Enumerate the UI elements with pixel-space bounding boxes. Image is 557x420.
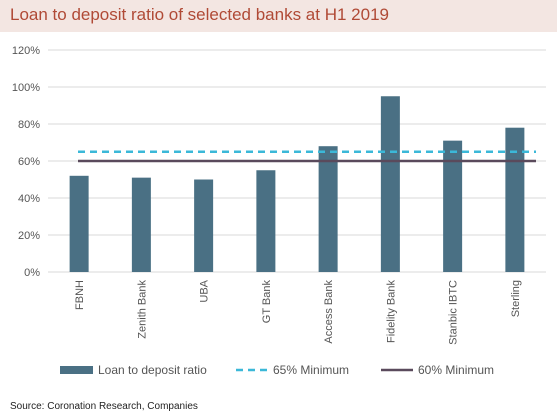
- bar-zenith-bank: [131, 177, 151, 272]
- x-tick-label: UBA: [199, 279, 211, 302]
- x-tick-label: Access Bank: [323, 280, 335, 344]
- x-tick-label: Stanbic IBTC: [448, 280, 460, 345]
- legend-label: 60% Minimum: [418, 363, 494, 377]
- y-tick-label: 40%: [18, 193, 40, 205]
- y-tick-label: 100%: [12, 82, 40, 94]
- chart-title: Loan to deposit ratio of selected banks …: [10, 5, 389, 24]
- y-tick-label: 120%: [12, 45, 40, 57]
- bar-gt-bank: [256, 170, 276, 272]
- bar-stanbic-ibtc: [443, 140, 463, 272]
- x-tick-label: Fidelity Bank: [385, 280, 397, 343]
- y-tick-label: 80%: [18, 119, 40, 131]
- title-band: Loan to deposit ratio of selected banks …: [0, 0, 557, 32]
- x-tick-label: Sterling: [510, 280, 522, 317]
- bar-access-bank: [318, 146, 338, 272]
- legend-label: 65% Minimum: [273, 363, 349, 377]
- x-tick-label: Zenith Bank: [136, 280, 148, 339]
- x-tick-label: GT Bank: [261, 280, 273, 324]
- legend-label: Loan to deposit ratio: [98, 363, 207, 377]
- bar-sterling: [505, 127, 525, 272]
- x-tick-label: FBNH: [74, 280, 86, 310]
- y-tick-label: 0%: [24, 267, 40, 279]
- chart-svg: 0% 20% 40% 60% 80% 100% 120% FBNH Zenith Bank UBA…: [12, 45, 546, 377]
- source-note: Source: Coronation Research, Companies: [10, 401, 198, 412]
- legend-swatch-bars: [60, 366, 93, 374]
- chart-area: 0% 20% 40% 60% 80% 100% 120% FBNH Zenith Bank UBA…: [0, 32, 557, 392]
- bar-fidelity-bank: [380, 96, 400, 272]
- bar-fbnh: [69, 175, 89, 272]
- y-tick-label: 60%: [18, 156, 40, 168]
- bar-uba: [194, 179, 214, 272]
- y-tick-label: 20%: [18, 230, 40, 242]
